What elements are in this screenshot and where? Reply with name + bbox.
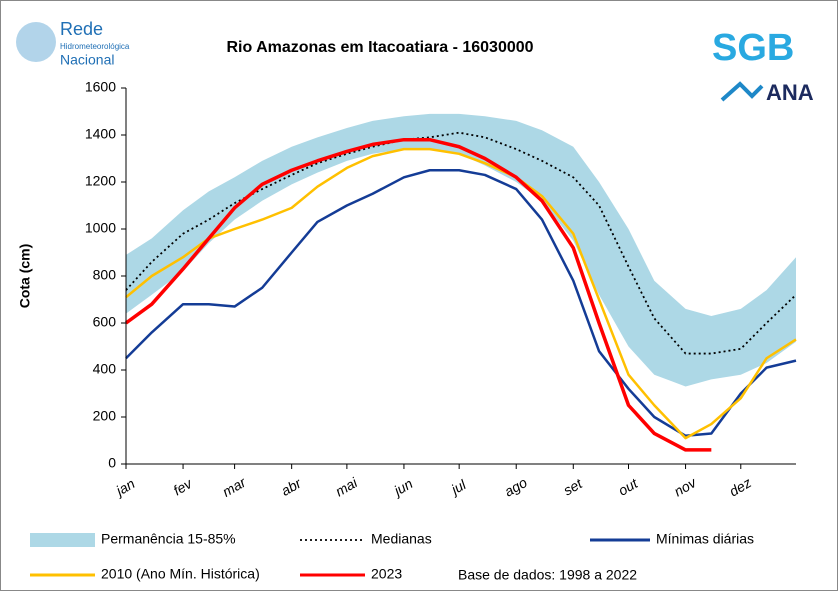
series-line	[124, 137, 712, 452]
y-tick-label: 1000	[85, 220, 116, 236]
y-tick-label: 200	[93, 408, 117, 424]
legend-label: Mínimas diárias	[656, 531, 754, 547]
legend-label: Medianas	[371, 531, 432, 547]
y-axis-label: Cota (cm)	[17, 244, 33, 309]
series-line	[125, 169, 797, 438]
y-tick-label: 400	[93, 361, 117, 377]
legend-label: Permanência 15-85%	[101, 531, 236, 547]
y-tick-label: 1400	[85, 126, 116, 142]
logo-text: Nacional	[60, 52, 114, 68]
ana-logo: ANA	[766, 80, 814, 105]
chart-title: Rio Amazonas em Itacoatiara - 16030000	[226, 39, 533, 56]
y-tick-label: 1200	[85, 173, 116, 189]
series-line	[125, 147, 797, 440]
legend-label: 2010 (Ano Mín. Histórica)	[101, 566, 260, 582]
note: Base de dados: 1998 a 2022	[458, 567, 637, 583]
sgb-logo: SGB	[712, 27, 794, 69]
y-tick-label: 600	[93, 314, 117, 330]
y-tick-label: 800	[93, 267, 117, 283]
y-tick-label: 1600	[85, 79, 116, 95]
legend-label: 2023	[371, 566, 402, 582]
y-tick-label: 0	[108, 455, 116, 471]
band	[126, 113, 796, 387]
logo-text: Hidrometeorológica	[60, 42, 130, 51]
rede-logo: Rede Hidrometeorológica Nacional	[16, 19, 130, 68]
legend-swatch	[30, 533, 95, 547]
ana-icon	[720, 81, 764, 102]
series-line	[125, 131, 797, 355]
logo-text: Rede	[60, 19, 103, 39]
globe-icon	[16, 22, 56, 62]
